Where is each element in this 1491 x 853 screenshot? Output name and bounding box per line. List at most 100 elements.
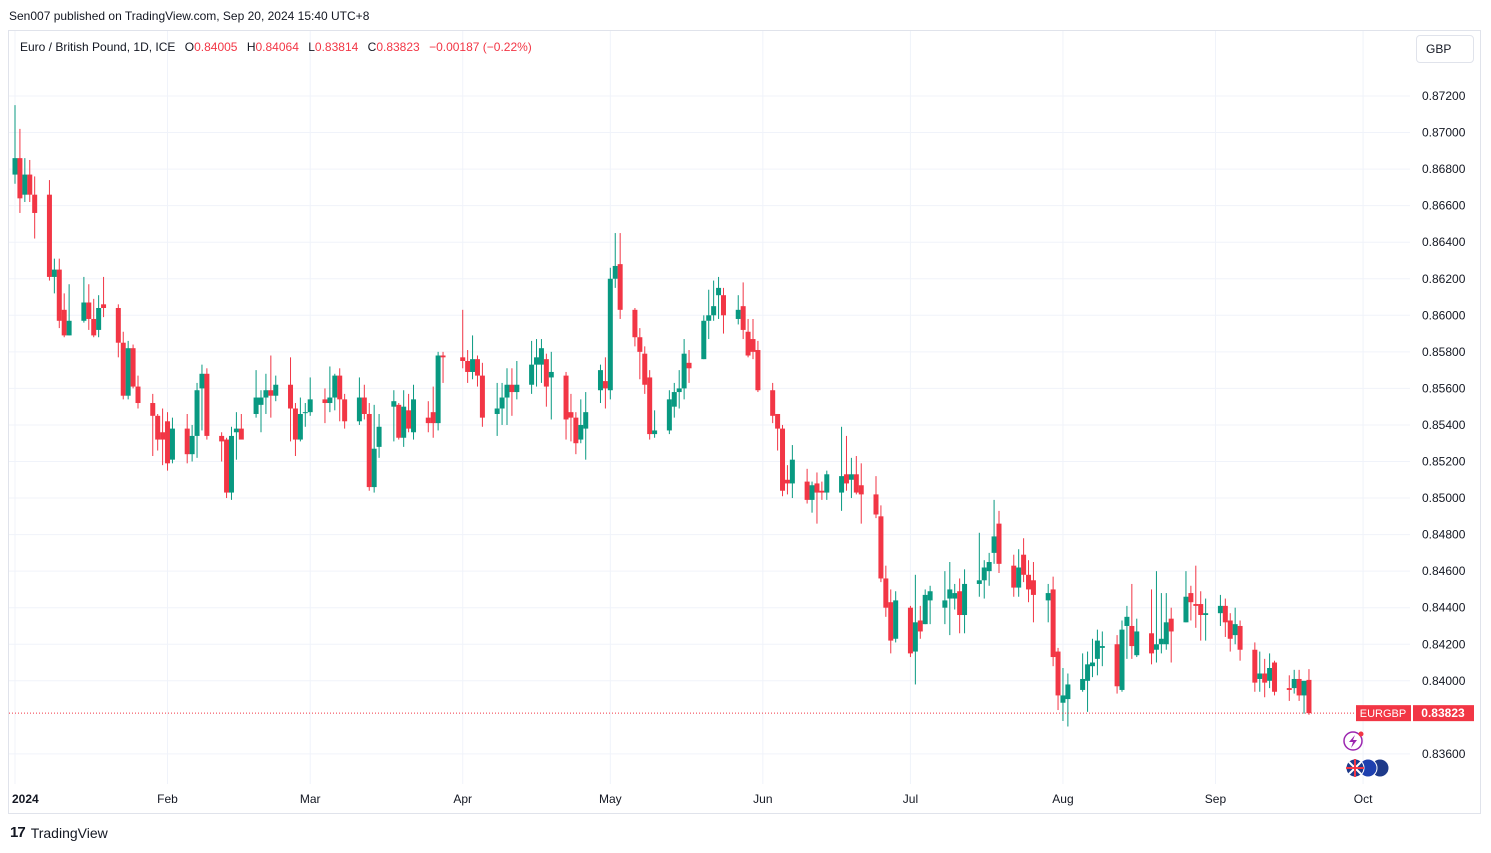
open-value: 0.84005 <box>194 40 238 54</box>
candle-body <box>366 413 372 488</box>
candle-body <box>514 384 520 393</box>
price-axis-label: 0.87000 <box>1422 126 1466 140</box>
candle-body <box>425 417 431 424</box>
candle <box>22 158 28 202</box>
candle <box>750 318 756 360</box>
candle <box>952 583 958 610</box>
candle <box>460 309 466 369</box>
price-axis-label: 0.84800 <box>1422 528 1466 542</box>
candle <box>430 386 436 438</box>
candle-body <box>716 287 722 296</box>
price-axis-label: 0.85400 <box>1422 418 1466 432</box>
candle-body <box>1291 678 1297 689</box>
candle <box>917 605 923 639</box>
candle <box>602 357 608 409</box>
candle-body <box>1158 638 1164 645</box>
candle-body <box>56 269 62 321</box>
price-axis-label: 0.86000 <box>1422 308 1466 322</box>
candle <box>848 457 854 499</box>
candle-body <box>356 397 362 422</box>
candle-body <box>32 194 38 213</box>
candle-body <box>720 295 726 316</box>
candle-body <box>199 373 205 389</box>
candle <box>809 481 815 513</box>
candle-body <box>1129 625 1135 647</box>
candle <box>1232 607 1238 645</box>
candle <box>1089 638 1095 678</box>
candle-body <box>780 428 786 491</box>
candle-body <box>770 390 776 416</box>
candle-body <box>1232 624 1238 636</box>
candle-body <box>1168 618 1174 632</box>
candle-body <box>292 408 298 440</box>
close-value: 0.83823 <box>376 40 420 54</box>
close-label: C <box>367 40 377 54</box>
candle <box>1306 669 1312 715</box>
candle-body <box>27 174 33 195</box>
candle-body <box>1188 593 1194 603</box>
candle-body <box>991 536 997 553</box>
candle-body <box>96 307 102 330</box>
candle <box>189 424 195 462</box>
candle <box>199 364 205 431</box>
candle <box>494 382 500 436</box>
candle-body <box>686 362 692 369</box>
candle <box>169 417 175 464</box>
candle-body <box>612 265 618 279</box>
candle <box>883 565 889 617</box>
candle-body <box>302 412 308 414</box>
candle-body <box>597 370 603 391</box>
currency-flags <box>1345 758 1390 778</box>
candle <box>1153 571 1159 663</box>
candle-body <box>22 174 28 195</box>
candle-body <box>12 158 18 175</box>
candle <box>652 410 658 438</box>
candle-body <box>1055 651 1061 696</box>
candle <box>46 180 52 281</box>
candle <box>1222 598 1228 637</box>
candle-body <box>332 375 338 398</box>
candle-body <box>494 408 500 414</box>
candle <box>194 382 200 458</box>
candle <box>804 468 810 504</box>
time-axis-label: Feb <box>157 792 178 806</box>
candle <box>184 413 190 464</box>
candle-body <box>1193 604 1199 606</box>
candle <box>1286 675 1292 701</box>
candle <box>1217 594 1223 626</box>
candle <box>873 476 879 519</box>
candle <box>1237 620 1243 661</box>
candle-body <box>755 350 761 391</box>
chart-pane[interactable] <box>8 30 1481 814</box>
currency-button[interactable]: GBP <box>1416 35 1474 63</box>
time-axis-label: May <box>599 792 622 806</box>
chart-legend: Euro / British Pound, 1D, ICE O0.84005 H… <box>20 40 532 54</box>
candle-body <box>986 562 992 572</box>
candle-body <box>81 302 87 321</box>
candle-body <box>538 348 544 365</box>
candle-body <box>568 412 574 418</box>
candle-body <box>947 589 953 599</box>
candle-body <box>706 315 712 321</box>
candle-body <box>91 318 97 336</box>
candle <box>770 382 776 424</box>
candle-body <box>474 359 480 376</box>
candle <box>396 403 402 440</box>
candle-body <box>824 474 830 493</box>
candle-body <box>307 399 313 413</box>
footer-brand[interactable]: 17 TradingView <box>10 824 108 841</box>
candle <box>617 233 623 319</box>
candle <box>957 578 963 634</box>
candle-body <box>878 516 884 579</box>
candle <box>632 307 638 347</box>
candle-body <box>125 348 131 396</box>
candle-body <box>288 384 294 409</box>
candle-body <box>853 474 859 493</box>
candle <box>1129 583 1135 659</box>
candle <box>962 569 968 634</box>
time-axis-label: Sep <box>1205 792 1227 806</box>
candle <box>66 284 72 336</box>
candle <box>720 287 726 334</box>
candle <box>120 331 126 400</box>
